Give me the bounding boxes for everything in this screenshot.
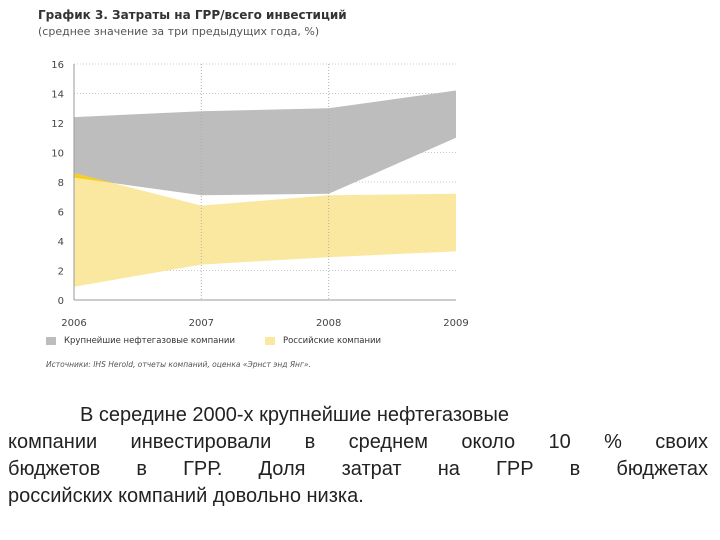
body-line-2: компании инвестировали в среднем около 1… xyxy=(8,431,708,453)
x-tick-label-2008: 2008 xyxy=(316,318,341,329)
body-line-1: В середине 2000-х крупнейшие нефтегазовы… xyxy=(80,404,510,426)
y-tick-label-5: 10 xyxy=(51,149,64,160)
y-tick-label-6: 12 xyxy=(51,119,64,130)
chart-legend: Крупнейшие нефтегазовые компании Российс… xyxy=(46,336,381,346)
y-tick-label-0: 0 xyxy=(58,296,64,307)
chart-source: Источники: IHS Herold, отчеты компаний, … xyxy=(46,360,311,369)
y-tick-label-4: 8 xyxy=(58,178,64,189)
body-line-3: бюджетов в ГРР. Доля затрат на ГРР в бюд… xyxy=(8,458,708,480)
body-text: В середине 2000-х крупнейшие нефтегазовы… xyxy=(8,402,708,510)
area-band-russian xyxy=(74,173,456,287)
y-tick-label-8: 16 xyxy=(51,60,64,71)
legend-item-russian: Российские компании xyxy=(264,336,382,346)
legend-label-majors: Крупнейшие нефтегазовые компании xyxy=(64,336,235,346)
y-tick-label-7: 14 xyxy=(51,90,64,101)
y-tick-label-1: 2 xyxy=(58,267,64,278)
x-tick-label-2009: 2009 xyxy=(443,318,468,329)
legend-item-majors: Крупнейшие нефтегазовые компании xyxy=(46,336,235,346)
body-line-4: российских компаний довольно низка. xyxy=(8,485,364,507)
x-tick-label-2006: 2006 xyxy=(61,318,86,329)
y-tick-label-2: 4 xyxy=(58,237,64,248)
legend-label-russian: Российские компании xyxy=(282,336,382,346)
y-tick-label-3: 6 xyxy=(58,208,64,219)
chart-subtitle: (среднее значение за три предыдущих года… xyxy=(38,25,320,38)
legend-swatch-majors xyxy=(46,337,56,345)
x-tick-label-2007: 2007 xyxy=(189,318,214,329)
chart-title: График 3. Затраты на ГРР/всего инвестици… xyxy=(38,8,347,22)
area-chart: 0 2 4 6 8 10 12 14 16 2006 2007 2008 2009 xyxy=(51,60,468,329)
legend-swatch-russian xyxy=(264,337,275,345)
area-band-majors xyxy=(74,90,456,196)
